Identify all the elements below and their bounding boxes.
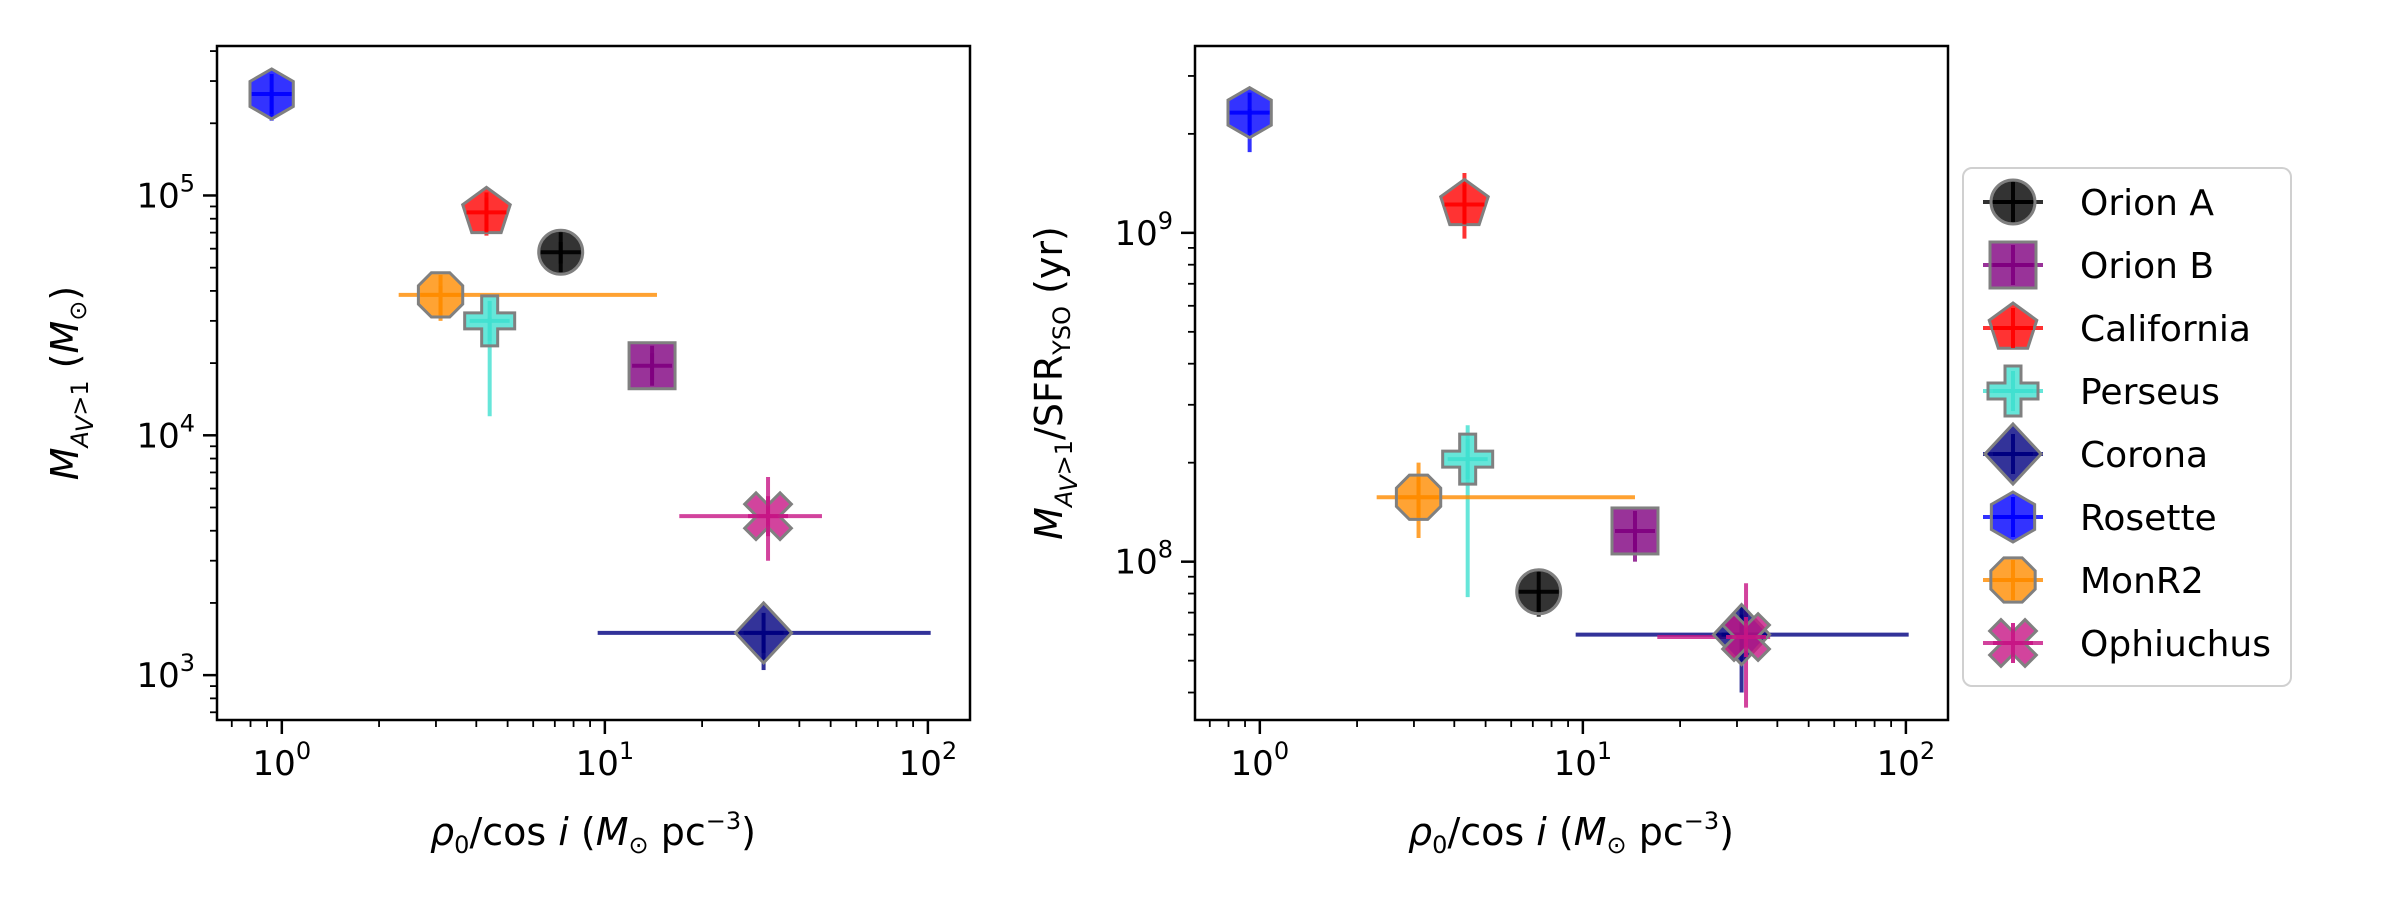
legend-marker-orion-b [1988,240,2038,290]
legend-entry-orion-b: Orion B [1983,240,2214,290]
legend-marker-perseus [1986,364,2040,418]
left-x-tick-label: 102 [899,737,958,784]
left-y-tick-label: 104 [136,409,195,456]
right-point-orion-a [1515,568,1563,616]
left-plot-frame [215,44,972,722]
right-point-rosette [1226,85,1273,140]
right-x-tick-label: 102 [1877,737,1936,784]
legend-entry-ophiuchus: Ophiuchus [1983,617,2271,669]
legend-box [1962,167,2292,687]
left-panel: 100 101 102 103 104 105 ρ0/cos i (M⊙ pc−3) MA… [43,44,972,859]
right-point-orion-b [1610,506,1660,556]
left-y-tick-label: 103 [136,649,195,696]
right-data-marks [1226,85,1909,708]
legend-marker-rosette [1989,490,2037,544]
legend-label-california: California [2080,309,2251,350]
legend: Orion A Orion B California Perseus Corona Ros… [1962,167,2292,687]
legend-entry-monr2: MonR2 [1983,556,2204,604]
right-point-perseus [1441,432,1495,486]
legend-entry-california: California [1983,301,2251,350]
right-x-tick-label: 100 [1231,737,1290,784]
legend-label-ophiuchus: Ophiuchus [2080,624,2271,665]
right-panel: 100 101 102 108 109 ρ0/cos i (M⊙ pc−3) MAV>1… [1027,44,1950,859]
left-point-ophiuchus [742,490,794,542]
right-y-axis-label: MAV>1/SFRYSO (yr) [1027,226,1083,540]
left-y-axis-label: MAV>1 (M⊙) [43,286,99,480]
legend-label-rosette: Rosette [2080,498,2217,539]
right-x-tick-label: 101 [1554,737,1613,784]
right-plot-frame [1193,44,1950,722]
legend-marker-california [1987,301,2039,350]
legend-entry-corona: Corona [1982,421,2208,487]
right-point-monr2 [1394,473,1443,521]
left-errorbar-ophiuchus [679,477,822,561]
legend-entry-orion-a: Orion A [1983,178,2214,226]
left-y-tick-label: 105 [136,169,195,216]
left-point-orion-b [627,341,677,391]
left-data-marks [248,67,931,671]
left-x-tick-label: 100 [253,737,312,784]
left-point-california [460,185,512,235]
legend-marker-ophiuchus [1987,617,2039,669]
legend-marker-corona [1982,421,2044,487]
legend-entry-perseus: Perseus [1983,364,2220,418]
right-x-axis-label: ρ0/cos i (M⊙ pc−3) [1408,807,1734,859]
right-point-ophiuchus [1720,611,1772,663]
left-point-rosette [248,67,295,121]
legend-label-orion-b: Orion B [2080,246,2214,287]
left-x-tick-label: 101 [576,737,635,784]
legend-marker-orion-a [1989,178,2037,226]
left-x-axis-label: ρ0/cos i (M⊙ pc−3) [430,807,756,859]
right-y-tick-label: 109 [1114,207,1173,254]
left-point-monr2 [416,271,465,319]
left-ticks: 100 101 102 103 104 105 [136,50,958,784]
left-point-perseus [463,294,517,348]
right-ticks: 100 101 102 108 109 [1114,75,1936,784]
left-point-orion-a [537,228,585,276]
right-y-tick-label: 108 [1114,536,1173,583]
legend-label-orion-a: Orion A [2080,183,2214,224]
legend-label-monr2: MonR2 [2080,561,2204,602]
left-point-corona [733,600,794,666]
legend-entry-rosette: Rosette [1983,490,2217,544]
legend-label-perseus: Perseus [2080,372,2220,413]
legend-label-corona: Corona [2080,435,2208,476]
right-point-california [1438,177,1490,227]
legend-marker-monr2 [1989,556,2037,604]
